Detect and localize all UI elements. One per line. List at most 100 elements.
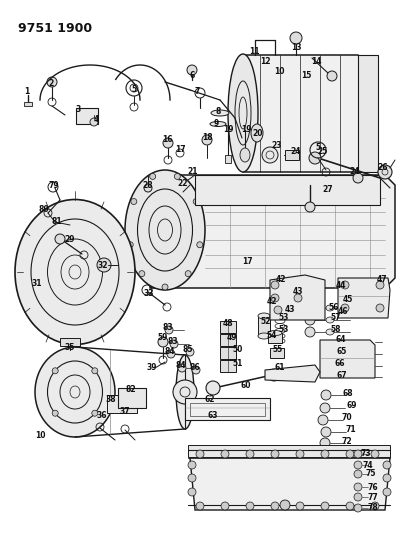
Circle shape [370,450,378,458]
Text: 61: 61 [274,364,285,373]
Circle shape [193,198,199,205]
Text: 83: 83 [162,324,173,333]
Text: 42: 42 [266,297,276,306]
Circle shape [377,165,391,179]
Text: 23: 23 [271,141,281,149]
Text: 13: 13 [290,43,301,52]
Circle shape [191,366,200,374]
Circle shape [178,364,186,372]
Ellipse shape [125,170,204,290]
Text: 15: 15 [300,71,310,80]
Circle shape [353,504,361,512]
Text: 71: 71 [345,425,355,434]
Text: 50: 50 [232,345,243,354]
Circle shape [47,77,57,87]
Text: 24: 24 [290,148,301,157]
Ellipse shape [267,330,281,335]
Bar [267,333,281,343]
Text: 86: 86 [189,364,200,373]
Text: 55: 55 [272,345,283,354]
Text: 10: 10 [273,68,283,77]
Text: 1: 1 [24,86,29,95]
Circle shape [97,258,111,272]
Circle shape [353,483,361,491]
Text: 69: 69 [346,401,356,410]
Circle shape [353,470,361,478]
Text: 58: 58 [330,326,340,335]
Text: 2: 2 [48,79,54,88]
Text: 25: 25 [317,148,327,157]
Circle shape [295,450,303,458]
Circle shape [319,403,329,413]
Text: 62: 62 [204,395,215,405]
Ellipse shape [227,54,257,172]
Circle shape [166,350,175,358]
Circle shape [270,450,278,458]
Circle shape [127,242,133,248]
Text: 53: 53 [278,313,288,322]
Text: 9751 1900: 9751 1900 [18,22,92,35]
Text: 65: 65 [336,348,346,357]
Circle shape [353,450,361,458]
Text: 82: 82 [126,385,136,394]
Text: 44: 44 [335,281,346,290]
Circle shape [144,184,152,192]
Circle shape [352,173,362,183]
Text: 9: 9 [213,119,218,128]
Text: 19: 19 [222,125,233,134]
Bar [220,321,236,333]
Text: 6: 6 [189,71,194,80]
Circle shape [375,304,383,312]
Circle shape [188,461,196,469]
Circle shape [173,380,196,404]
Text: 63: 63 [207,410,218,419]
Circle shape [320,502,328,510]
Text: 46: 46 [337,308,347,317]
Text: 22: 22 [178,179,188,188]
Circle shape [130,198,137,205]
Circle shape [304,327,314,337]
Text: 70: 70 [341,414,351,423]
Circle shape [353,493,361,501]
Text: 52: 52 [260,318,270,327]
Circle shape [270,281,278,289]
Ellipse shape [239,148,249,162]
Bar [24,102,32,106]
Text: 26: 26 [377,164,387,173]
Circle shape [345,450,353,458]
Text: 8: 8 [215,108,220,117]
Text: 7: 7 [194,86,199,95]
Text: 80: 80 [38,206,49,214]
Text: 57: 57 [330,313,340,322]
Text: 79: 79 [49,181,59,190]
Text: 18: 18 [201,133,212,141]
Text: 77: 77 [367,492,378,502]
Circle shape [261,147,277,163]
Circle shape [196,502,204,510]
Circle shape [220,450,229,458]
Circle shape [202,135,211,145]
Text: 4: 4 [93,116,99,125]
Circle shape [353,461,361,469]
Circle shape [157,337,168,347]
Text: 60: 60 [240,381,251,390]
Circle shape [205,381,220,395]
Ellipse shape [250,124,262,142]
Text: 5: 5 [315,143,320,152]
Bar [220,360,236,372]
Circle shape [320,427,330,437]
Circle shape [382,488,390,496]
Circle shape [92,410,98,416]
Circle shape [188,474,196,482]
Polygon shape [184,398,270,420]
Circle shape [317,415,327,425]
Text: 53: 53 [278,326,288,335]
Text: 66: 66 [334,359,344,368]
Text: 78: 78 [367,504,378,513]
Bar [270,348,283,358]
Circle shape [320,390,330,400]
Circle shape [304,315,314,325]
Bar [257,316,270,336]
Ellipse shape [325,317,333,323]
Circle shape [370,502,378,510]
